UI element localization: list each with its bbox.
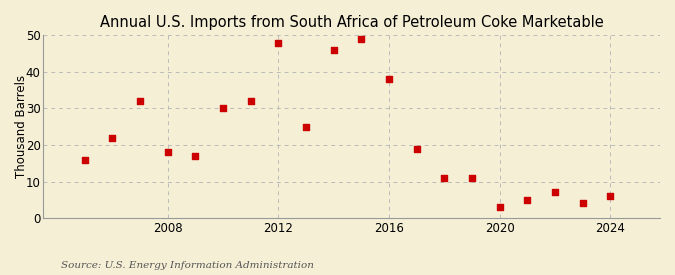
Point [163, 150, 173, 155]
Point [217, 106, 228, 111]
Point [300, 125, 311, 129]
Point [605, 194, 616, 198]
Point [190, 154, 201, 158]
Title: Annual U.S. Imports from South Africa of Petroleum Coke Marketable: Annual U.S. Imports from South Africa of… [100, 15, 603, 30]
Y-axis label: Thousand Barrels: Thousand Barrels [15, 75, 28, 178]
Point [356, 37, 367, 41]
Point [549, 190, 560, 195]
Point [466, 176, 477, 180]
Point [439, 176, 450, 180]
Point [135, 99, 146, 103]
Point [383, 77, 394, 81]
Point [494, 205, 505, 209]
Text: Source: U.S. Energy Information Administration: Source: U.S. Energy Information Administ… [61, 260, 314, 270]
Point [245, 99, 256, 103]
Point [411, 147, 422, 151]
Point [522, 198, 533, 202]
Point [273, 40, 284, 45]
Point [328, 48, 339, 52]
Point [577, 201, 588, 206]
Point [107, 136, 118, 140]
Point [80, 157, 90, 162]
